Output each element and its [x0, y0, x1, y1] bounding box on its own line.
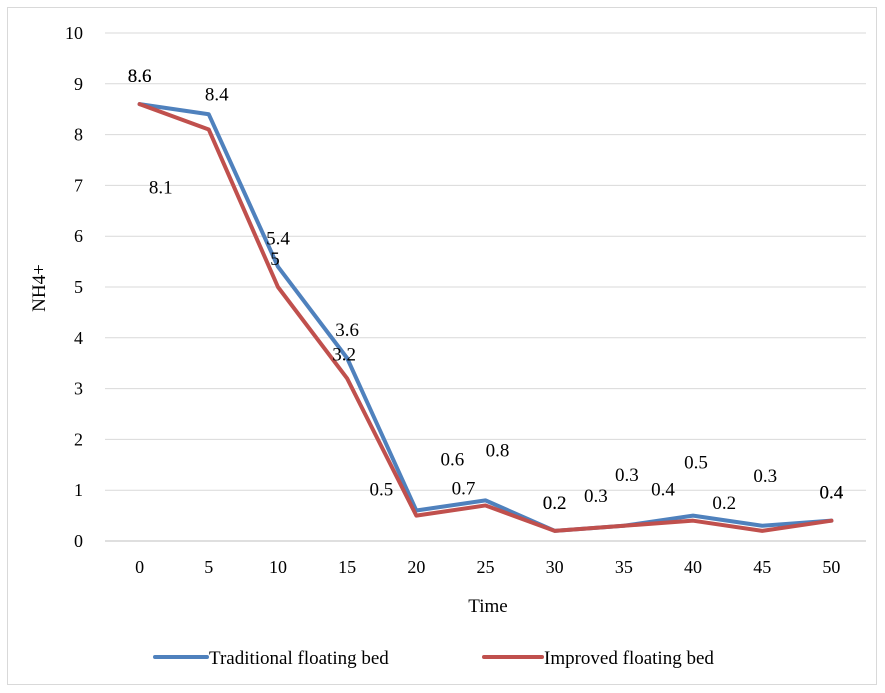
- y-axis-label: NH4+: [29, 264, 50, 312]
- x-tick-label: 40: [684, 557, 702, 577]
- data-label-series-2: 5: [270, 249, 280, 270]
- data-label-series-1: 0.4: [820, 483, 844, 504]
- data-label-series-1: 0.3: [753, 466, 777, 487]
- y-tick-label: 9: [74, 74, 83, 94]
- legend-label-2: Improved floating bed: [544, 648, 714, 669]
- data-label-series-1: 8.4: [205, 84, 229, 105]
- data-label-series-2: 3.2: [332, 344, 356, 365]
- y-tick-label: 7: [74, 175, 83, 195]
- data-label-series-2: 0.2: [712, 493, 736, 514]
- y-tick-label: 8: [74, 125, 83, 145]
- y-tick-label: 4: [74, 328, 83, 348]
- data-label-series-2: 0.5: [369, 480, 393, 501]
- x-tick-label: 35: [615, 557, 633, 577]
- chart-frame: [7, 7, 877, 685]
- y-tick-label: 10: [65, 23, 83, 43]
- data-label-series-1: 5.4: [266, 229, 290, 250]
- y-tick-label: 2: [74, 429, 83, 449]
- y-tick-label: 1: [74, 480, 83, 500]
- x-tick-label: 50: [822, 557, 840, 577]
- data-label-series-1: 0.2: [543, 493, 567, 514]
- x-tick-label: 10: [269, 557, 287, 577]
- legend-label-1: Traditional floating bed: [209, 648, 389, 669]
- data-label-series-2: 0.3: [584, 486, 608, 507]
- y-tick-label: 5: [74, 277, 83, 297]
- y-tick-label: 6: [74, 226, 83, 246]
- x-axis-label: Time: [468, 596, 507, 617]
- series-line-2: [137, 102, 834, 533]
- data-label-series-1: 0.6: [440, 450, 464, 471]
- x-tick-label: 15: [338, 557, 356, 577]
- data-label-series-1: 3.6: [335, 320, 359, 341]
- legend: Traditional floating bed Improved floatin…: [153, 648, 714, 669]
- data-label-series-1: 0.5: [684, 453, 708, 474]
- x-tick-label: 30: [546, 557, 564, 577]
- data-label-series-2: 8.6: [128, 66, 152, 87]
- data-label-series-2: 0.4: [820, 483, 844, 504]
- data-label-series-1: 0.8: [486, 440, 510, 461]
- y-tick-label: 3: [74, 379, 83, 399]
- x-tick-label: 25: [477, 557, 495, 577]
- data-label-series-2: 0.4: [651, 480, 675, 501]
- y-tick-label: 0: [74, 531, 83, 551]
- data-label-series-2: 0.7: [452, 478, 476, 499]
- data-label-series-2: 8.1: [149, 178, 173, 199]
- series-line-1: [137, 102, 834, 533]
- data-label-series-1: 8.6: [128, 66, 152, 87]
- x-tick-label: 5: [204, 557, 213, 577]
- x-tick-label: 0: [135, 557, 144, 577]
- data-label-series-1: 0.3: [615, 465, 639, 486]
- x-tick-label: 20: [407, 557, 425, 577]
- x-tick-label: 45: [753, 557, 771, 577]
- data-label-series-2: 0.2: [543, 493, 567, 514]
